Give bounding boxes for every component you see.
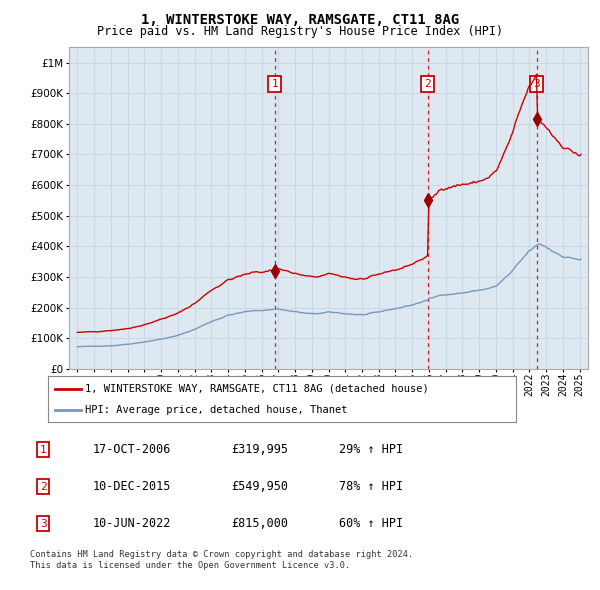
Text: 3: 3: [40, 519, 47, 529]
Text: 29% ↑ HPI: 29% ↑ HPI: [339, 443, 403, 456]
Text: 1, WINTERSTOKE WAY, RAMSGATE, CT11 8AG: 1, WINTERSTOKE WAY, RAMSGATE, CT11 8AG: [141, 13, 459, 27]
Text: 10-JUN-2022: 10-JUN-2022: [93, 517, 172, 530]
Text: 2: 2: [40, 482, 47, 491]
Text: 1, WINTERSTOKE WAY, RAMSGATE, CT11 8AG (detached house): 1, WINTERSTOKE WAY, RAMSGATE, CT11 8AG (…: [85, 384, 429, 394]
Text: This data is licensed under the Open Government Licence v3.0.: This data is licensed under the Open Gov…: [30, 561, 350, 570]
Text: 1: 1: [271, 79, 278, 89]
Text: HPI: Average price, detached house, Thanet: HPI: Average price, detached house, Than…: [85, 405, 348, 415]
Text: 3: 3: [533, 79, 540, 89]
Text: Contains HM Land Registry data © Crown copyright and database right 2024.: Contains HM Land Registry data © Crown c…: [30, 550, 413, 559]
Text: 60% ↑ HPI: 60% ↑ HPI: [339, 517, 403, 530]
Text: Price paid vs. HM Land Registry's House Price Index (HPI): Price paid vs. HM Land Registry's House …: [97, 25, 503, 38]
Text: £549,950: £549,950: [231, 480, 288, 493]
Text: 2: 2: [425, 79, 431, 89]
Text: £319,995: £319,995: [231, 443, 288, 456]
Text: 17-OCT-2006: 17-OCT-2006: [93, 443, 172, 456]
Text: £815,000: £815,000: [231, 517, 288, 530]
Text: 78% ↑ HPI: 78% ↑ HPI: [339, 480, 403, 493]
Text: 1: 1: [40, 445, 47, 454]
Text: 10-DEC-2015: 10-DEC-2015: [93, 480, 172, 493]
